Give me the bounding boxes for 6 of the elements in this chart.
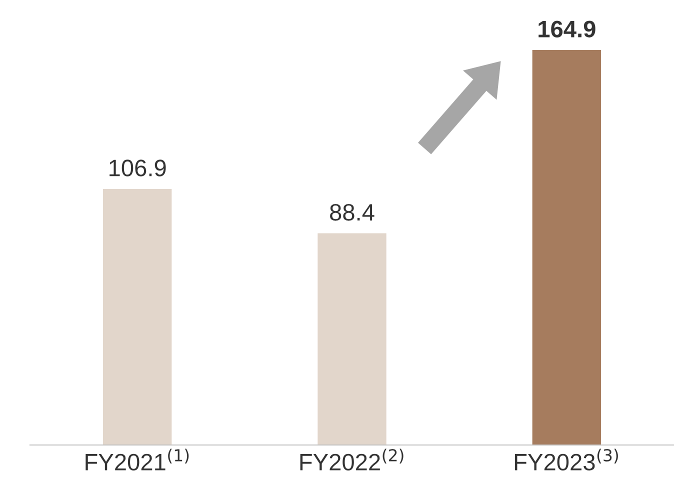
data-label: 164.9 <box>538 20 596 38</box>
x-tick-label: FY2023$^{(3)}$ <box>515 448 618 471</box>
data-label: 88.4 <box>330 204 374 221</box>
x-tick-label: FY2022$^{(2)}$ <box>300 448 404 471</box>
x-tick-label: FY2021$^{(1)}$ <box>86 448 189 471</box>
data-label: 106.9 <box>110 160 166 176</box>
